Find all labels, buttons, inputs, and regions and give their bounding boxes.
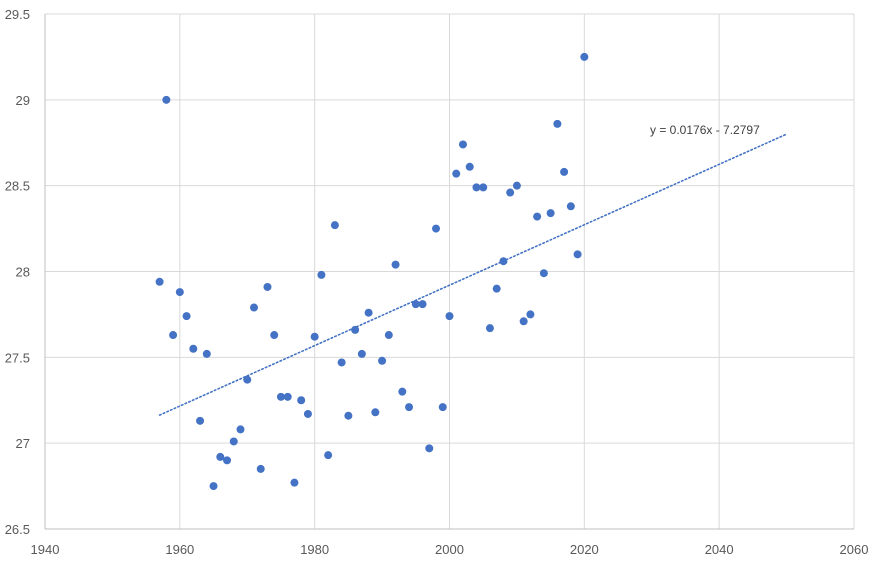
data-point	[506, 188, 515, 197]
data-point	[223, 456, 232, 465]
x-tick-label: 2060	[840, 542, 869, 557]
data-point	[162, 95, 171, 104]
data-point	[465, 162, 474, 171]
data-point	[526, 310, 535, 319]
data-point	[512, 181, 521, 190]
data-point	[580, 52, 589, 61]
grid-lines	[45, 13, 855, 529]
data-point	[573, 250, 582, 259]
data-point	[445, 312, 454, 321]
data-point	[303, 409, 312, 418]
data-point	[533, 212, 542, 221]
data-point	[378, 356, 387, 365]
data-point	[539, 269, 548, 278]
data-point	[330, 221, 339, 230]
y-tick-label: 28.5	[5, 179, 30, 194]
data-point	[182, 312, 191, 321]
data-point	[256, 464, 265, 473]
data-point	[155, 277, 164, 286]
data-point	[411, 300, 420, 309]
y-tick-label: 28	[16, 265, 30, 280]
data-point	[290, 478, 299, 487]
axes	[44, 14, 854, 530]
data-point	[196, 416, 205, 425]
data-point	[324, 451, 333, 460]
data-point	[371, 408, 380, 417]
data-point	[391, 260, 400, 269]
data-point	[405, 403, 414, 412]
data-point	[351, 325, 360, 334]
data-point	[243, 375, 252, 384]
y-tick-label: 26.5	[5, 522, 30, 537]
data-point	[452, 169, 461, 178]
y-tick-label: 27.5	[5, 350, 30, 365]
data-point	[297, 396, 306, 405]
data-point	[310, 332, 319, 341]
data-point	[263, 282, 272, 291]
x-tick-label: 2040	[705, 542, 734, 557]
trendline	[158, 133, 788, 416]
y-axis-tick-labels: 26.5 27 27.5 28 28.5 29 29.5	[5, 7, 30, 537]
data-point	[216, 452, 225, 461]
x-tick-label: 1980	[300, 542, 329, 557]
x-tick-label: 2020	[570, 542, 599, 557]
data-point	[317, 270, 326, 279]
data-point	[249, 303, 258, 312]
x-tick-label: 1940	[31, 542, 60, 557]
data-point	[553, 119, 562, 128]
data-point	[283, 392, 292, 401]
data-point	[479, 183, 488, 192]
data-point	[189, 344, 198, 353]
data-point	[519, 317, 528, 326]
data-point	[337, 358, 346, 367]
data-point	[384, 331, 393, 340]
data-point	[209, 482, 218, 491]
data-point	[560, 167, 569, 176]
data-point	[344, 411, 353, 420]
data-point	[566, 202, 575, 211]
y-tick-label: 29.5	[5, 7, 30, 22]
data-point	[492, 284, 501, 293]
data-point	[236, 425, 245, 434]
data-points	[155, 52, 589, 491]
data-point	[169, 331, 178, 340]
data-point	[432, 224, 441, 233]
data-point	[229, 437, 238, 446]
data-point	[438, 403, 447, 412]
data-point	[202, 349, 211, 358]
trendline-group	[158, 133, 788, 416]
data-point	[418, 300, 427, 309]
data-point	[472, 183, 481, 192]
x-tick-label: 1960	[165, 542, 194, 557]
x-axis-tick-labels: 1940 1960 1980 2000 2020 2040 2060	[31, 542, 869, 557]
data-point	[499, 257, 508, 266]
data-point	[276, 392, 285, 401]
data-point	[458, 140, 467, 149]
y-tick-label: 29	[16, 93, 30, 108]
data-point	[485, 324, 494, 333]
data-point	[364, 308, 373, 317]
data-point	[546, 209, 555, 218]
data-point	[175, 288, 184, 297]
data-point	[357, 349, 366, 358]
y-tick-label: 27	[16, 436, 30, 451]
trendline-equation: y = 0.0176x - 7.2797	[650, 123, 760, 137]
data-point	[398, 387, 407, 396]
data-point	[425, 444, 434, 453]
x-tick-label: 2000	[435, 542, 464, 557]
data-point	[270, 331, 279, 340]
